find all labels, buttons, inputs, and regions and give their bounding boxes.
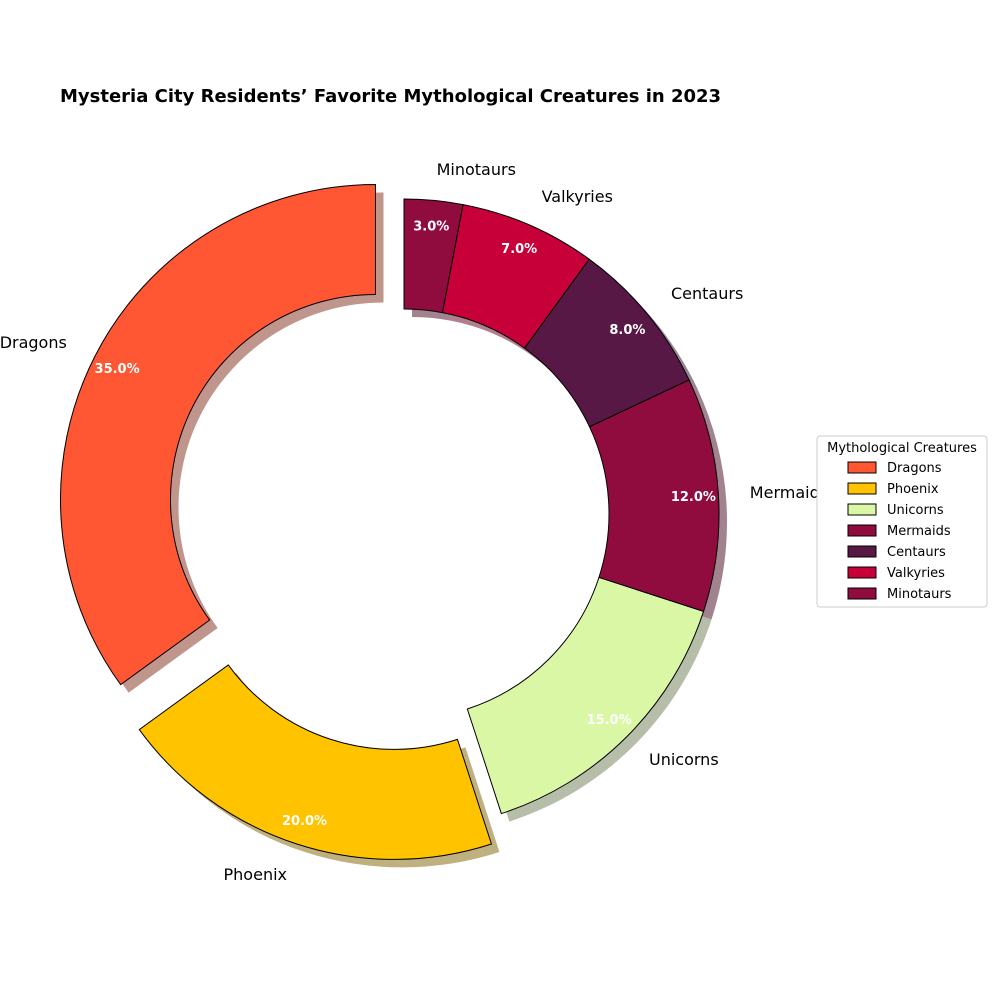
chart-title: Mysteria City Residents’ Favorite Mythol… (60, 86, 721, 107)
category-label-phoenix: Phoenix (224, 865, 287, 884)
legend-swatch-mermaids (847, 524, 877, 537)
slice-dragons (60, 183, 376, 686)
legend-title: Mythological Creatures (827, 441, 977, 456)
legend-label-centaurs: Centaurs (887, 545, 946, 560)
slices (60, 183, 720, 860)
category-label-unicorns: Unicorns (649, 750, 719, 769)
legend-swatch-centaurs (847, 545, 877, 558)
legend-label-minotaurs: Minotaurs (887, 587, 952, 602)
legend-swatch-phoenix (847, 482, 877, 495)
category-label-dragons: Dragons (0, 333, 67, 352)
legend-swatch-valkyries (847, 566, 877, 579)
legend-label-unicorns: Unicorns (887, 503, 944, 518)
percentage-labels: 35.0% 20.0% 15.0% 12.0% 8.0% 7.0% 3.0% (95, 219, 716, 829)
legend-label-mermaids: Mermaids (887, 524, 951, 539)
percentage-label-unicorns: 15.0% (587, 713, 632, 728)
category-label-valkyries: Valkyries (542, 187, 613, 206)
legend-swatch-unicorns (847, 503, 877, 516)
percentage-label-dragons: 35.0% (95, 362, 140, 377)
legend-label-valkyries: Valkyries (887, 566, 945, 581)
percentage-label-minotaurs: 3.0% (413, 219, 449, 234)
legend-label-phoenix: Phoenix (887, 482, 939, 497)
legend-label-dragons: Dragons (887, 461, 942, 476)
legend-box (816, 435, 988, 608)
slice-minotaurs (403, 198, 464, 314)
legend-items: Dragons Phoenix Unicorns Mermaids Centaurs Va… (847, 461, 952, 602)
percentage-label-valkyries: 7.0% (501, 242, 537, 257)
category-label-minotaurs: Minotaurs (437, 160, 516, 179)
slice-phoenix (138, 664, 493, 860)
legend-swatch-minotaurs (847, 587, 877, 600)
category-label-centaurs: Centaurs (671, 284, 743, 303)
category-labels: Dragons Phoenix Unicorns Mermaids Centaurs Va… (0, 160, 828, 884)
legend-swatch-dragons (847, 461, 877, 474)
legend: Mythological Creatures Dragons Phoenix Uni… (816, 435, 988, 608)
percentage-label-centaurs: 8.0% (609, 323, 645, 338)
category-label-mermaids: Mermaids (750, 483, 828, 502)
percentage-label-phoenix: 20.0% (282, 814, 327, 829)
percentage-label-mermaids: 12.0% (671, 490, 716, 505)
